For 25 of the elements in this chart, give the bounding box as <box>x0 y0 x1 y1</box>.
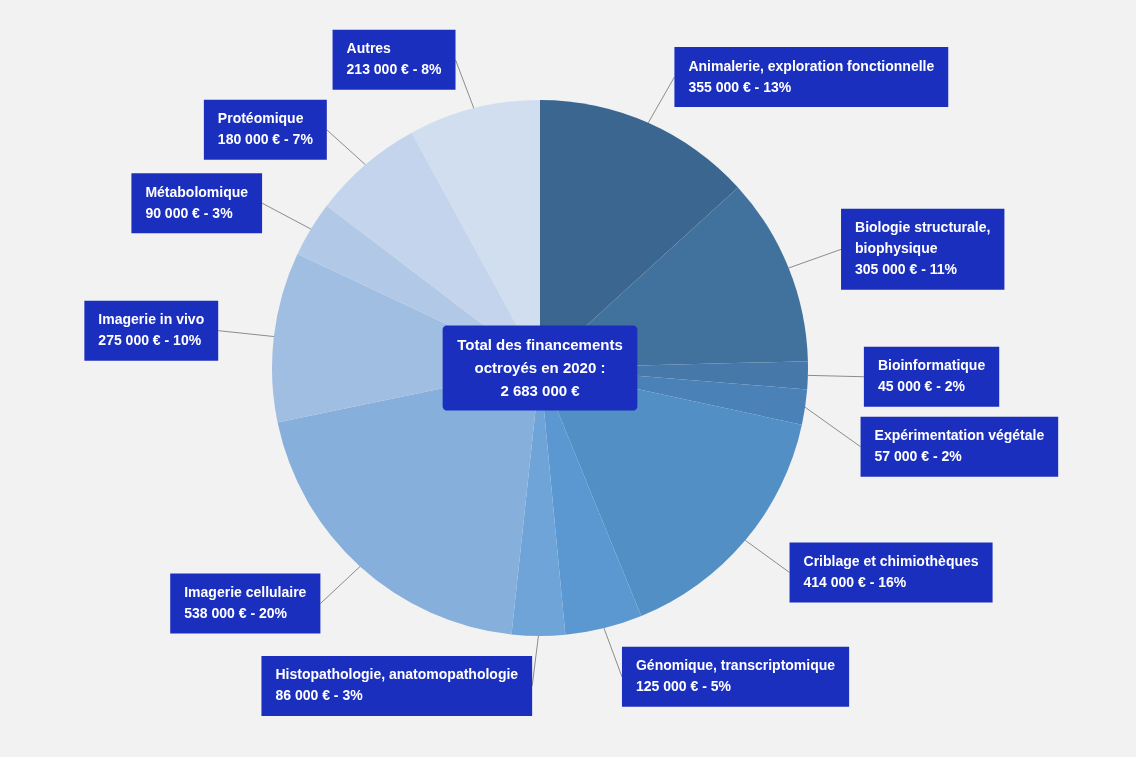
slice-label: Animalerie, exploration fonctionnelle <box>688 57 935 74</box>
slice-label: Biologie structurale, biophysique <box>855 219 991 257</box>
data-label: 90 000 € - 3% <box>145 204 234 221</box>
data-label: 213 000 € - 8% <box>346 61 443 78</box>
slice-label: Criblage et chimiothèques <box>803 552 979 569</box>
text: Total des financements octroyés en 2020 : 2 683 000 € <box>457 336 623 399</box>
slice-label: Expérimentation végétale <box>874 427 1045 444</box>
slice-label: Imagerie cellulaire <box>184 584 307 601</box>
data-label: 355 000 € - 13% <box>688 78 792 95</box>
data-label: 538 000 € - 20% <box>184 605 288 622</box>
slice-label: Histopathologie, anatomopathologie <box>275 666 519 683</box>
data-label: 275 000 € - 10% <box>98 332 202 349</box>
slice-label: Métabolomique <box>145 183 249 200</box>
slice-label: Bioinformatique <box>877 357 986 374</box>
data-label: 57 000 € - 2% <box>874 448 963 465</box>
data-label: 305 000 € - 11% <box>855 261 958 278</box>
slice-label: Autres <box>346 40 392 57</box>
slice-label: Imagerie in vivo <box>98 311 205 328</box>
data-label: 180 000 € - 7% <box>217 131 314 148</box>
data-label: 86 000 € - 3% <box>275 687 364 704</box>
data-label: 414 000 € - 16% <box>803 573 907 590</box>
data-label: 125 000 € - 5% <box>635 678 732 695</box>
slice-label: Génomique, transcriptomique <box>635 657 836 674</box>
data-label: 45 000 € - 2% <box>877 378 966 395</box>
slice-label: Protéomique <box>217 110 304 127</box>
